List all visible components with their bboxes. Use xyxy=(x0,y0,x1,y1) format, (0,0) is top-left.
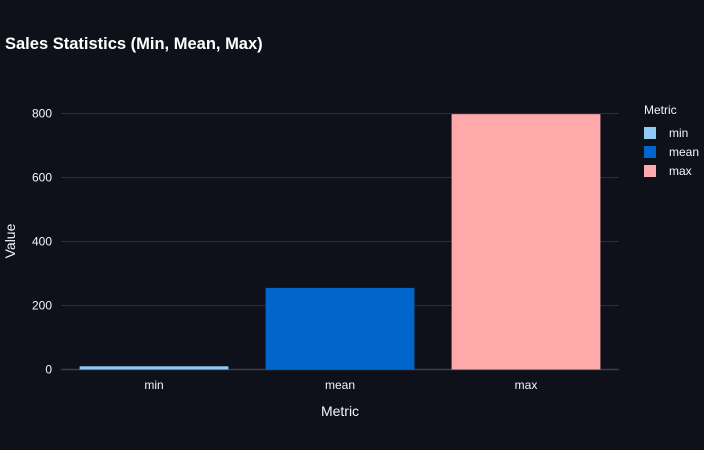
legend-item-max[interactable]: max xyxy=(644,161,699,180)
legend-item-min[interactable]: min xyxy=(644,123,699,142)
y-tick-label: 800 xyxy=(32,107,52,121)
legend-items: min mean max xyxy=(644,123,699,180)
chart-title: Sales Statistics (Min, Mean, Max) xyxy=(5,35,263,53)
bar-mean[interactable] xyxy=(265,287,415,370)
legend-label: max xyxy=(669,163,692,178)
legend-swatch xyxy=(644,145,656,158)
legend-label: mean xyxy=(669,144,700,159)
y-tick-label: 200 xyxy=(32,299,52,313)
bar-min[interactable] xyxy=(79,366,229,370)
y-axis-ticks: 0 200 400 600 800 xyxy=(32,107,52,377)
bars xyxy=(79,114,601,370)
x-tick-label-min: min xyxy=(144,378,163,392)
y-tick-label: 0 xyxy=(45,363,52,377)
legend-swatch xyxy=(644,164,656,177)
y-tick-label: 400 xyxy=(32,235,52,249)
y-axis-title: Value xyxy=(2,223,18,258)
x-tick-label-max: max xyxy=(515,378,538,392)
y-tick-label: 600 xyxy=(32,171,52,185)
legend-item-mean[interactable]: mean xyxy=(644,142,699,161)
legend: Metric min mean max xyxy=(644,103,699,180)
bar-max[interactable] xyxy=(451,114,601,370)
legend-label: min xyxy=(669,125,689,140)
x-axis-title: Metric xyxy=(321,403,359,419)
x-tick-label-mean: mean xyxy=(325,378,355,392)
x-axis-ticks: min mean max xyxy=(144,378,537,392)
legend-swatch xyxy=(644,126,656,139)
legend-title: Metric xyxy=(644,103,677,117)
